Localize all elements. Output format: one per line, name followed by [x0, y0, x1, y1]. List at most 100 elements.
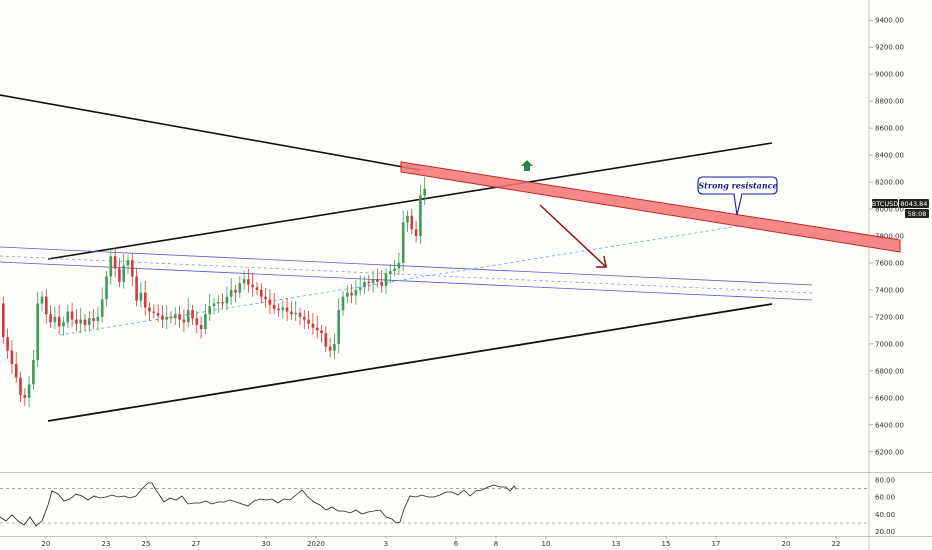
candle-body: [161, 315, 164, 320]
candle-body: [10, 350, 14, 365]
candle-body: [260, 289, 263, 297]
candle-body: [414, 229, 418, 236]
candle-body: [88, 318, 91, 326]
annotation-text: Strong resistance: [698, 181, 777, 191]
candle-body: [333, 343, 336, 351]
rsi-tick-label: 80.00: [875, 476, 895, 484]
candle-body: [221, 302, 224, 304]
candlestick-series: [2, 176, 426, 408]
symbol-price-tag: BTCUSD 8043.84 58:08: [872, 199, 929, 218]
candle-body: [281, 307, 285, 311]
rsi-tick-label: 60.00: [875, 494, 895, 502]
price-tick-label: 7200.00: [875, 313, 904, 321]
rsi-line: [0, 482, 517, 527]
candle-body: [36, 303, 39, 361]
candle-body: [75, 319, 78, 324]
price-tick-label: 8800.00: [875, 98, 904, 106]
candle-body: [45, 296, 48, 315]
candle-body: [358, 287, 362, 290]
time-tick-label: 20: [42, 540, 51, 548]
time-tick-label: 25: [142, 540, 151, 548]
time-tick-label: 22: [832, 540, 841, 548]
candle-body: [143, 292, 147, 308]
candle-body: [389, 271, 392, 274]
time-tick-label: 3: [384, 540, 388, 548]
candle-body: [79, 319, 82, 324]
last-price-text: 8043.84: [901, 200, 928, 208]
time-tick-label: 8: [494, 540, 498, 548]
candle-body: [367, 281, 371, 284]
candle-body: [100, 299, 104, 317]
candle-body: [14, 364, 18, 378]
candle-body: [23, 395, 27, 398]
candle-body: [406, 215, 409, 223]
candle-body: [135, 276, 138, 301]
channel-upper-trendline[interactable]: [47, 142, 773, 260]
candle-body: [247, 279, 250, 285]
candle-body: [70, 311, 74, 320]
candle-body: [109, 256, 113, 277]
candle-body: [393, 268, 396, 272]
price-tick-label: 9200.00: [875, 44, 904, 52]
rsi-axis: 80.00 60.00 40.00 20.00: [875, 476, 895, 536]
price-tick-label: 6400.00: [875, 421, 904, 429]
candle-body: [234, 289, 237, 293]
price-tick-label: 9400.00: [875, 17, 904, 25]
price-tick-label: 6200.00: [875, 448, 904, 456]
candle-body: [66, 311, 70, 323]
candle-body: [328, 346, 332, 351]
candle-body: [380, 281, 383, 286]
time-tick-label: 23: [102, 540, 111, 548]
candle-body: [363, 281, 366, 288]
time-tick-label: 17: [712, 540, 721, 548]
candle-body: [186, 310, 190, 323]
candle-body: [354, 289, 358, 296]
candle-body: [298, 312, 302, 317]
candle-body: [49, 314, 52, 323]
candle-body: [410, 215, 414, 230]
candle-body: [264, 296, 267, 300]
candle-body: [32, 360, 35, 385]
rsi-tick-label: 40.00: [875, 511, 895, 519]
annotation-bubble: [697, 176, 778, 216]
blue-channel-upper-line[interactable]: [0, 246, 813, 286]
candle-body: [178, 314, 181, 320]
down-arrow-line: [539, 204, 606, 267]
candle-body: [307, 319, 310, 324]
countdown-text: 58:08: [908, 210, 927, 218]
symbol-tag-bg: [872, 199, 898, 208]
annotation-callout[interactable]: Strong resistance: [697, 176, 778, 216]
resistance-band[interactable]: [400, 161, 901, 253]
up-arrow-icon: [521, 160, 533, 171]
candle-body: [182, 319, 186, 323]
candle-body: [208, 306, 211, 315]
price-tick-label: 7400.00: [875, 286, 904, 294]
candle-body: [113, 256, 117, 269]
channel-lower-trendline[interactable]: [47, 303, 773, 422]
candle-body: [212, 303, 216, 307]
candle-body: [174, 314, 177, 319]
down-arrow-head: [596, 255, 607, 268]
candle-body: [341, 296, 345, 311]
candle-body: [255, 287, 259, 290]
candle-body: [62, 322, 65, 327]
candle-body: [242, 279, 246, 284]
candle-body: [238, 283, 242, 293]
price-tick-label: 7600.00: [875, 259, 904, 267]
candle-body: [225, 296, 229, 304]
candle-body: [419, 195, 422, 236]
candle-body: [324, 333, 328, 347]
rsi-tick-label: 20.00: [875, 528, 895, 536]
time-tick-label: 15: [662, 540, 671, 548]
last-price-bg: [899, 199, 929, 208]
candle-body: [303, 316, 306, 320]
blue-channel-lower-line[interactable]: [0, 261, 813, 301]
countdown-bg: [905, 209, 929, 218]
time-tick-label: 10: [542, 540, 551, 548]
time-tick-label: 13: [612, 540, 621, 548]
candle-body: [195, 318, 199, 326]
descending-trendline[interactable]: [0, 94, 421, 171]
candle-body: [165, 316, 168, 320]
